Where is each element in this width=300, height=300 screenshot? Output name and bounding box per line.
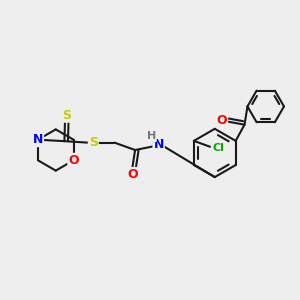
Text: N: N [154,138,164,151]
Text: H: H [147,131,156,141]
Text: S: S [89,136,98,149]
Text: N: N [33,133,43,146]
Text: Cl: Cl [212,143,224,153]
Text: S: S [62,109,71,122]
Text: O: O [68,154,79,167]
Text: O: O [128,168,138,181]
Text: O: O [217,114,227,127]
